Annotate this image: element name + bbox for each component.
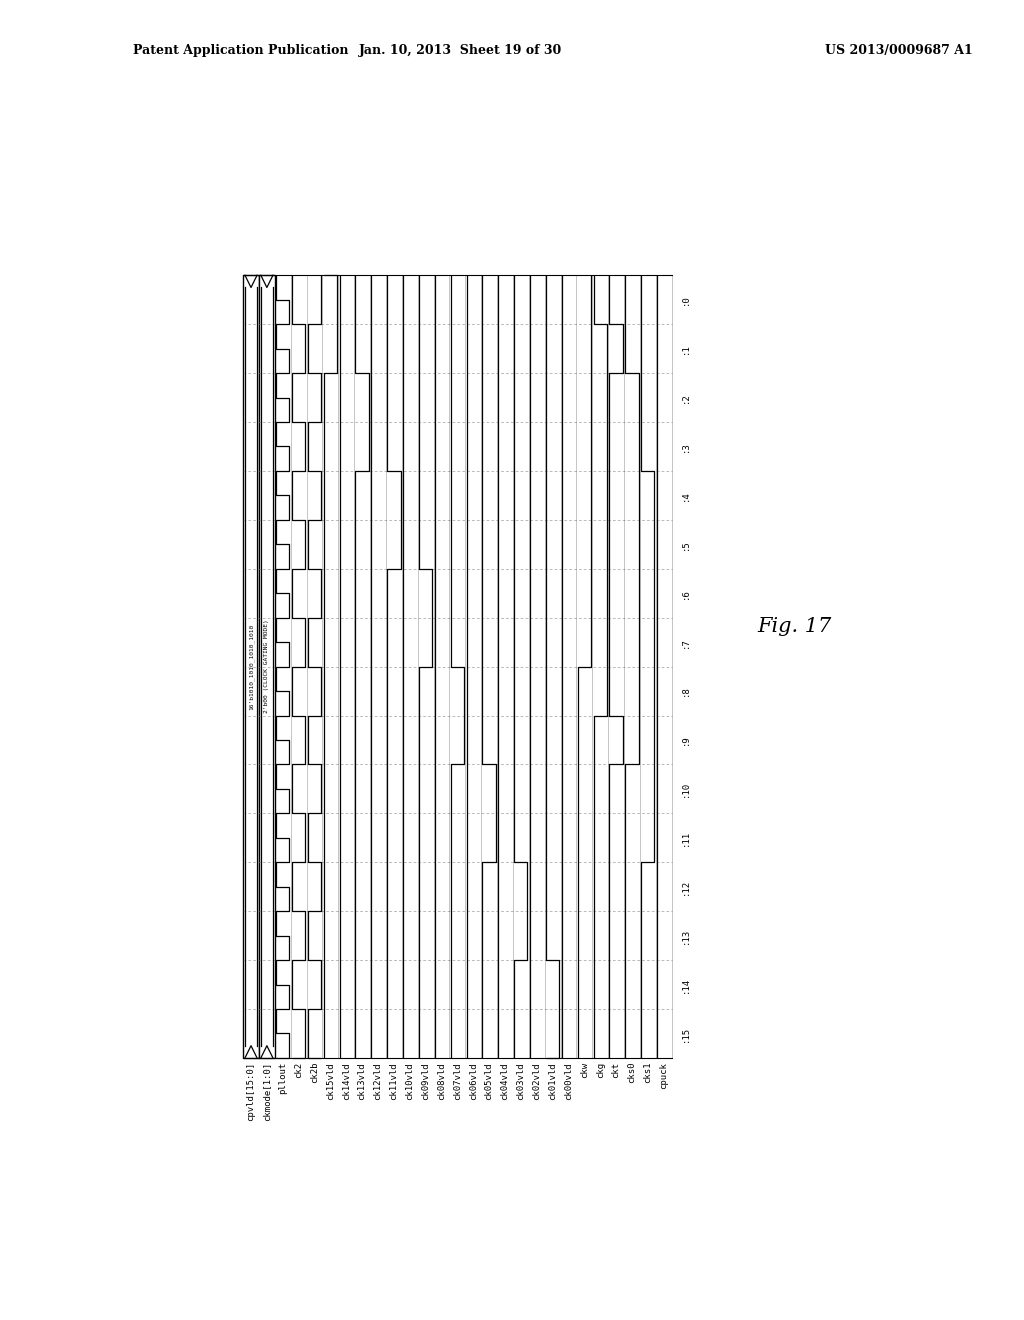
Text: :4: :4 <box>681 490 690 500</box>
Bar <box>243 276 259 1057</box>
Text: :3: :3 <box>681 441 690 451</box>
Text: ck07vld: ck07vld <box>453 1063 462 1100</box>
Text: ckt: ckt <box>611 1063 621 1078</box>
Text: Fig. 17: Fig. 17 <box>758 618 833 636</box>
Text: ck03vld: ck03vld <box>516 1063 525 1100</box>
Text: ck09vld: ck09vld <box>421 1063 430 1100</box>
Text: :8: :8 <box>681 685 690 697</box>
Bar <box>259 276 274 1057</box>
Text: ckg: ckg <box>596 1063 605 1078</box>
Text: :10: :10 <box>681 781 690 797</box>
Text: ck11vld: ck11vld <box>389 1063 398 1100</box>
Text: ck13vld: ck13vld <box>357 1063 367 1100</box>
Text: ck04vld: ck04vld <box>501 1063 510 1100</box>
Text: ck2: ck2 <box>294 1063 303 1078</box>
Text: :15: :15 <box>681 1026 690 1041</box>
Text: ck02vld: ck02vld <box>532 1063 542 1100</box>
Text: ck01vld: ck01vld <box>548 1063 557 1100</box>
Text: cks1: cks1 <box>643 1063 652 1084</box>
Text: cks0: cks0 <box>628 1063 637 1084</box>
Text: ck08vld: ck08vld <box>437 1063 446 1100</box>
Text: :9: :9 <box>681 735 690 746</box>
Text: Patent Application Publication: Patent Application Publication <box>133 44 348 57</box>
Text: ckmode[1:0]: ckmode[1:0] <box>262 1063 271 1121</box>
Text: ck15vld: ck15vld <box>326 1063 335 1100</box>
Text: 16'b1010_1010_1010_1010: 16'b1010_1010_1010_1010 <box>248 623 254 710</box>
Text: US 2013/0009687 A1: US 2013/0009687 A1 <box>825 44 973 57</box>
Text: ck00vld: ck00vld <box>564 1063 573 1100</box>
Text: 2'b00 (CLOCK GATING MODE): 2'b00 (CLOCK GATING MODE) <box>264 619 269 714</box>
Text: Jan. 10, 2013  Sheet 19 of 30: Jan. 10, 2013 Sheet 19 of 30 <box>359 44 562 57</box>
Text: ck06vld: ck06vld <box>469 1063 478 1100</box>
Text: :13: :13 <box>681 928 690 944</box>
Text: ck12vld: ck12vld <box>374 1063 383 1100</box>
Text: :12: :12 <box>681 879 690 895</box>
Text: :14: :14 <box>681 977 690 993</box>
Text: cpvld[15:0]: cpvld[15:0] <box>247 1063 256 1121</box>
Text: :7: :7 <box>681 636 690 648</box>
Text: ck05vld: ck05vld <box>484 1063 494 1100</box>
Text: :2: :2 <box>681 392 690 403</box>
Text: ckw: ckw <box>580 1063 589 1078</box>
Text: cpuck: cpuck <box>659 1063 669 1089</box>
Text: ck2b: ck2b <box>310 1063 319 1084</box>
Text: pllout: pllout <box>279 1063 288 1094</box>
Text: ck14vld: ck14vld <box>342 1063 351 1100</box>
Text: ck10vld: ck10vld <box>406 1063 415 1100</box>
Text: :1: :1 <box>681 343 690 354</box>
Text: :6: :6 <box>681 587 690 598</box>
Text: :11: :11 <box>681 830 690 846</box>
Text: :5: :5 <box>681 539 690 549</box>
Text: :0: :0 <box>681 294 690 305</box>
